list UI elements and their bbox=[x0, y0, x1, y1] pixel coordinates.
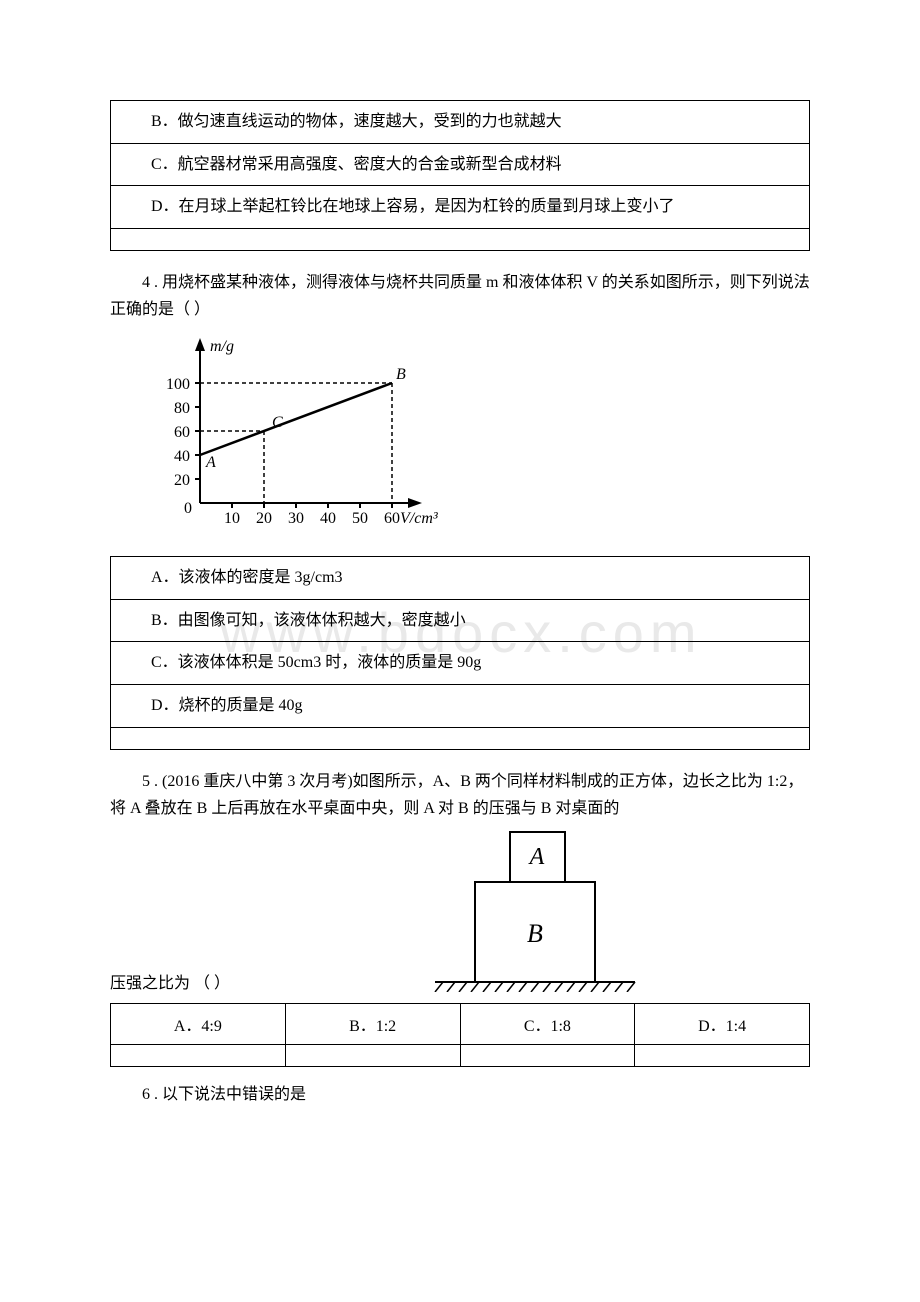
svg-text:m/g: m/g bbox=[210, 338, 234, 355]
q3-option-c: C．航空器材常采用高强度、密度大的合金或新型合成材料 bbox=[111, 143, 810, 186]
svg-text:100: 100 bbox=[166, 376, 190, 393]
svg-text:20: 20 bbox=[174, 472, 190, 489]
q4-chart: 20 40 60 80 100 0 10 20 30 40 50 60 m/g … bbox=[160, 333, 810, 538]
q3-option-b: B．做匀速直线运动的物体，速度越大，受到的力也就越大 bbox=[111, 101, 810, 144]
svg-text:50: 50 bbox=[352, 510, 368, 527]
svg-text:40: 40 bbox=[320, 510, 336, 527]
q4-options-table: A．该液体的密度是 3g/cm3 B．由图像可知，该液体体积越大，密度越小 C．… bbox=[110, 556, 810, 749]
svg-text:80: 80 bbox=[174, 400, 190, 417]
svg-text:A: A bbox=[528, 844, 545, 870]
q5-stem-part1: 5 . (2016 重庆八中第 3 次月考)如图所示，A、B 两个同样材料制成的… bbox=[110, 768, 810, 822]
q5-option-a: A．4:9 bbox=[111, 1003, 286, 1044]
q4-empty-row bbox=[111, 727, 810, 749]
svg-text:A: A bbox=[205, 454, 216, 471]
q4-option-d: D．烧杯的质量是 40g bbox=[111, 684, 810, 727]
svg-text:B: B bbox=[396, 366, 406, 383]
q4-option-c: C．该液体体积是 50cm3 时，液体的质量是 90g bbox=[111, 642, 810, 685]
svg-text:10: 10 bbox=[224, 510, 240, 527]
svg-text:30: 30 bbox=[288, 510, 304, 527]
q5-option-c: C．1:8 bbox=[460, 1003, 635, 1044]
q4-stem: 4 . 用烧杯盛某种液体，测得液体与烧杯共同质量 m 和液体体积 V 的关系如图… bbox=[110, 269, 810, 323]
q5-option-b: B．1:2 bbox=[285, 1003, 460, 1044]
q5-empty-d bbox=[635, 1044, 810, 1066]
svg-text:V/cm³: V/cm³ bbox=[400, 510, 438, 527]
q5-option-d: D．1:4 bbox=[635, 1003, 810, 1044]
q3-option-d: D．在月球上举起杠铃比在地球上容易，是因为杠铃的质量到月球上变小了 bbox=[111, 186, 810, 229]
svg-text:60: 60 bbox=[384, 510, 400, 527]
q6-stem: 6 . 以下说法中错误的是 bbox=[110, 1081, 810, 1108]
q5-stem-part2: 压强之比为 （ ） bbox=[110, 975, 230, 992]
q3-empty-row bbox=[111, 228, 810, 250]
svg-text:C: C bbox=[272, 414, 283, 431]
svg-text:60: 60 bbox=[174, 424, 190, 441]
q5-figure: B A bbox=[260, 822, 810, 997]
q4-option-a: A．该液体的密度是 3g/cm3 bbox=[111, 557, 810, 600]
svg-text:B: B bbox=[527, 919, 543, 948]
q5-options-table: A．4:9 B．1:2 C．1:8 D．1:4 bbox=[110, 1003, 810, 1067]
svg-text:40: 40 bbox=[174, 448, 190, 465]
q5-empty-c bbox=[460, 1044, 635, 1066]
svg-text:0: 0 bbox=[184, 500, 192, 517]
q3-options-table: B．做匀速直线运动的物体，速度越大，受到的力也就越大 C．航空器材常采用高强度、… bbox=[110, 100, 810, 251]
svg-text:20: 20 bbox=[256, 510, 272, 527]
q5-empty-a bbox=[111, 1044, 286, 1066]
q5-empty-b bbox=[285, 1044, 460, 1066]
q4-option-b: B．由图像可知，该液体体积越大，密度越小 bbox=[111, 599, 810, 642]
